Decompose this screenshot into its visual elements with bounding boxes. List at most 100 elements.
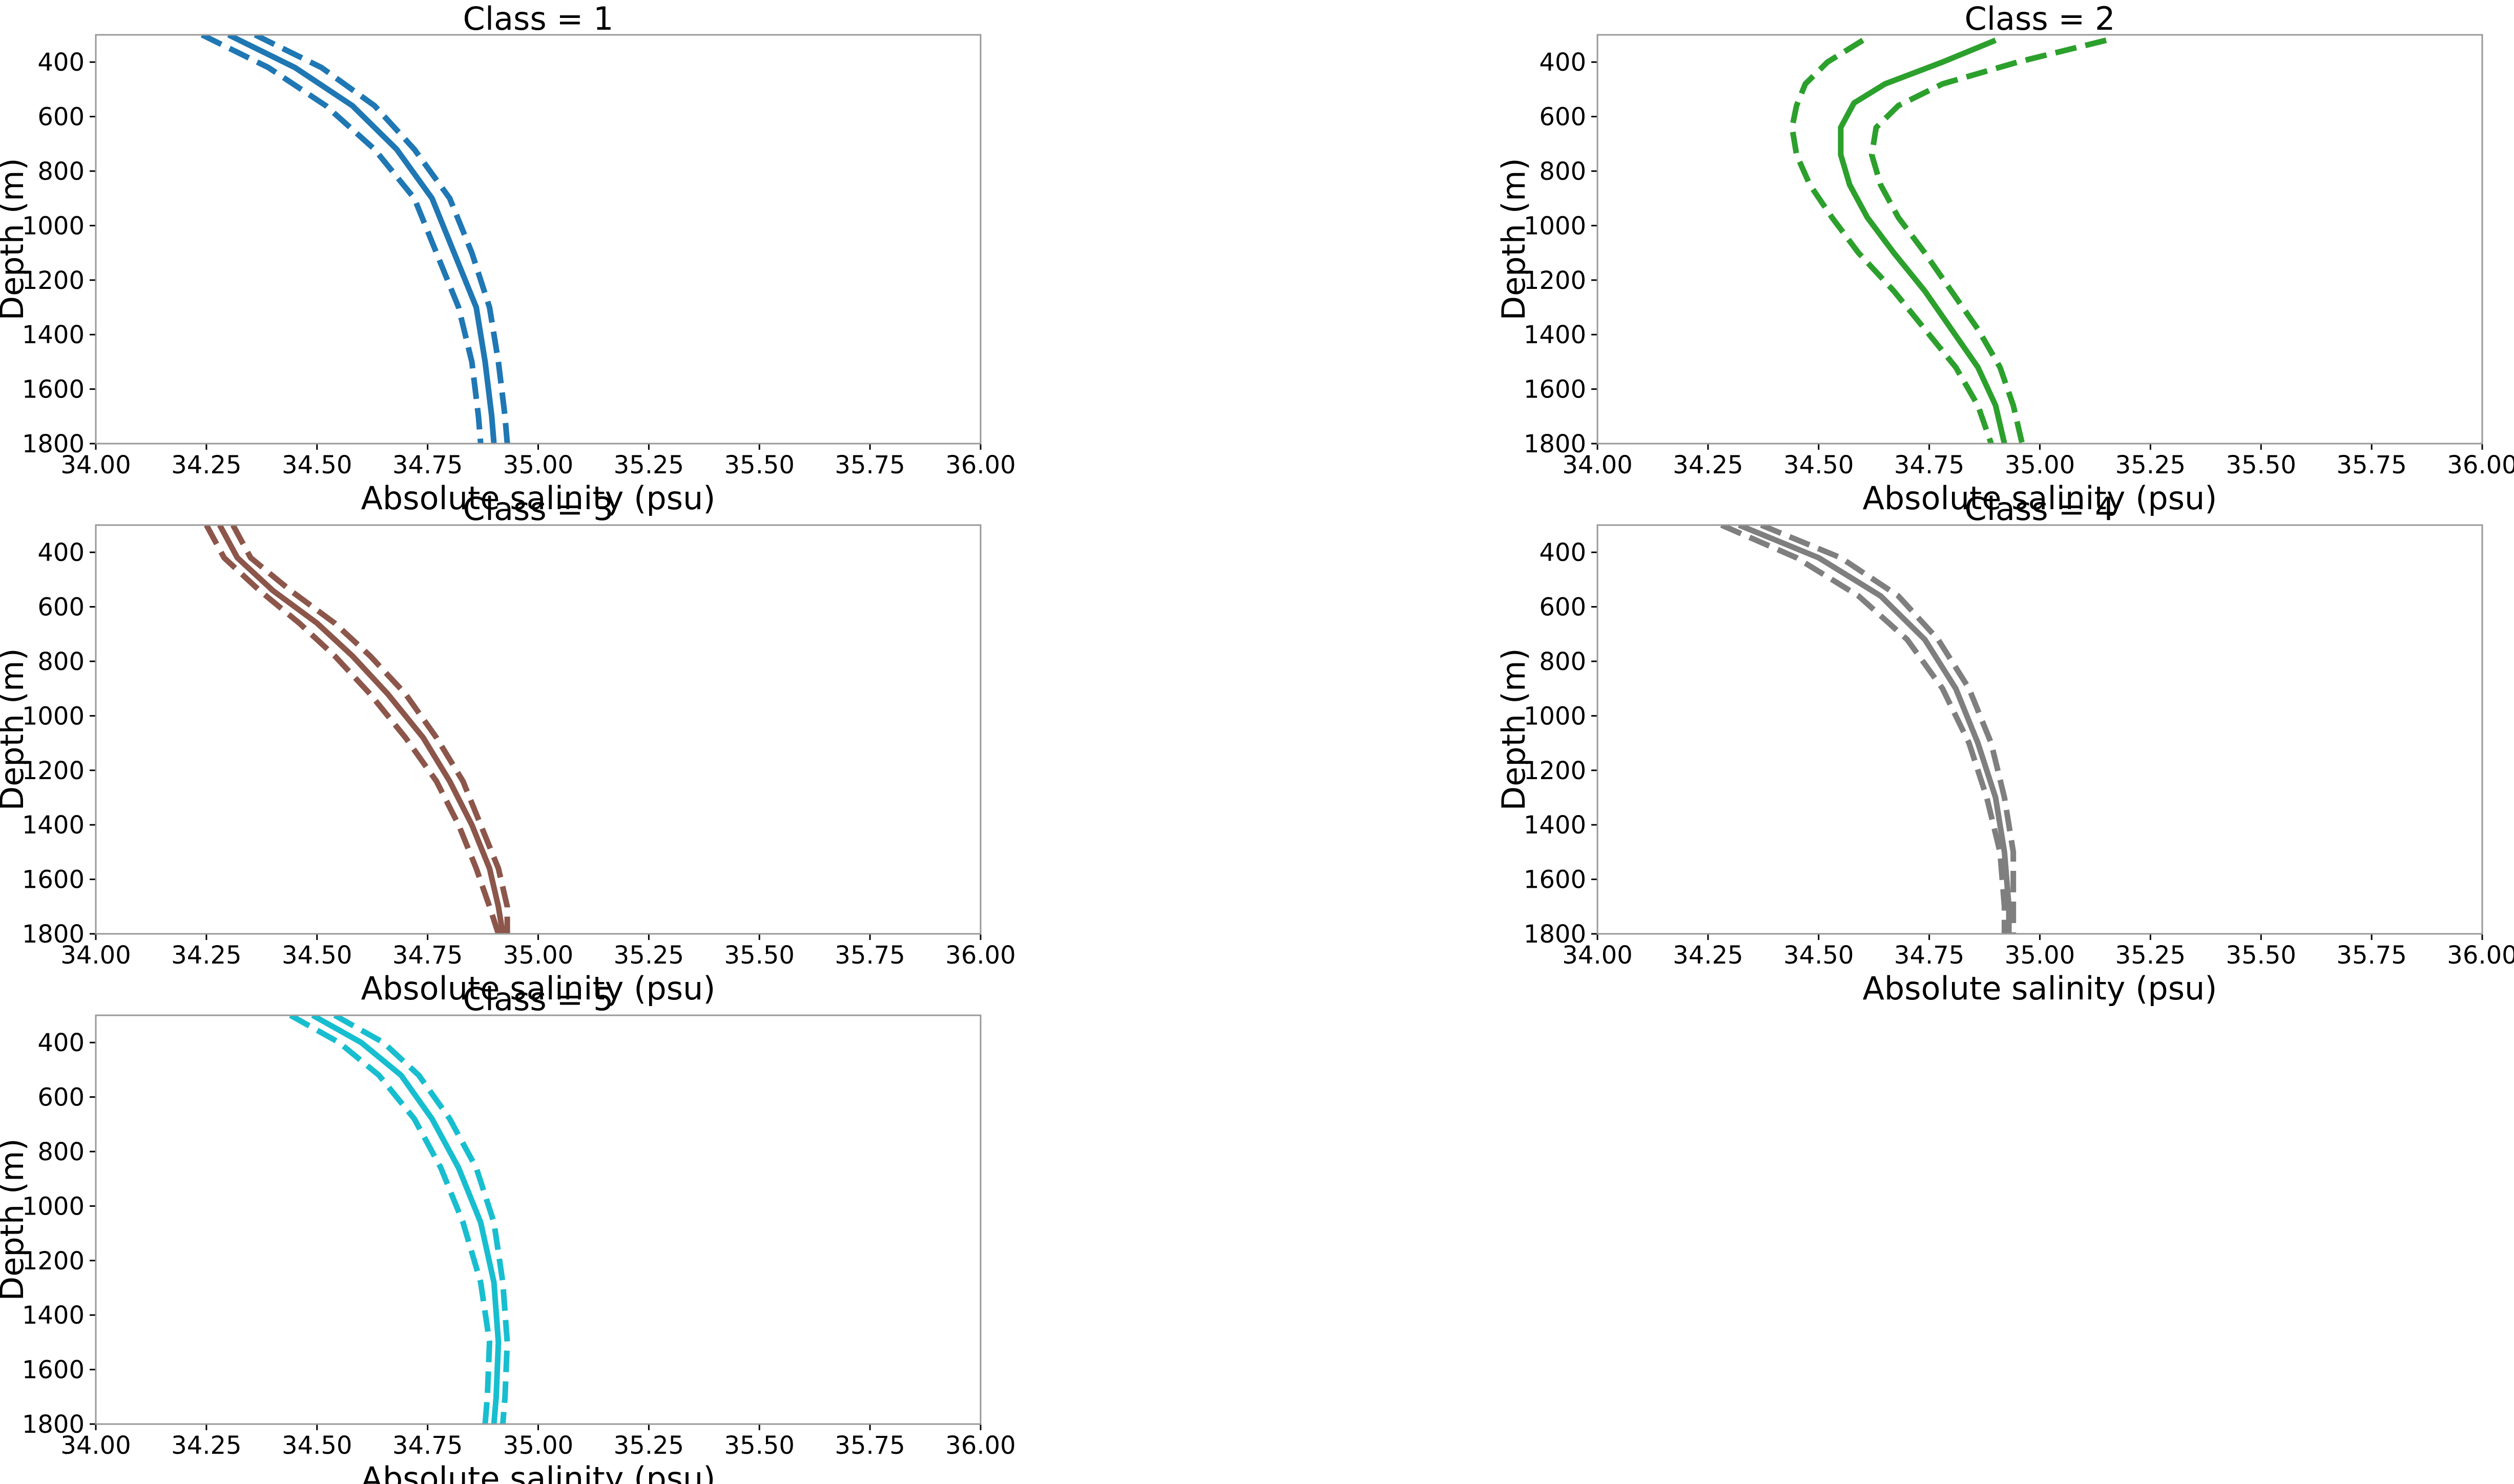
bound-profile-line: [1789, 37, 1994, 444]
y-tick-label: 1000: [22, 1192, 85, 1221]
y-axis-label: Depth (m): [0, 1138, 31, 1301]
bound-profile-line: [230, 525, 510, 934]
y-tick-label: 400: [1539, 538, 1586, 567]
y-tick-label: 1600: [22, 1356, 85, 1385]
x-tick-label: 35.50: [2226, 941, 2296, 970]
plot-frame: [95, 1014, 982, 1425]
x-tick-label: 34.50: [282, 941, 352, 970]
x-tick-label: 34.25: [1673, 451, 1743, 479]
y-tick-label: 800: [37, 157, 85, 186]
x-tick-label: 35.25: [614, 941, 684, 970]
bound-profile-line: [1868, 37, 2107, 444]
y-tick-label: 1400: [22, 1301, 85, 1330]
x-tick-label: 35.75: [835, 941, 905, 970]
y-tick-label: 400: [1539, 48, 1586, 77]
y-tick-label: 1200: [1524, 266, 1586, 295]
y-tick-label: 600: [37, 593, 85, 622]
bound-profile-line: [254, 35, 510, 444]
x-tick-label: 34.25: [171, 451, 241, 479]
y-tick-label: 1000: [1524, 212, 1586, 240]
y-tick-label: 1200: [22, 757, 85, 785]
y-tick-label: 1800: [22, 1410, 85, 1439]
panel-class-2: Class = 2 34.00 34.25 34.50 34.75 35.00 35.25 3…: [1495, 0, 2514, 517]
x-tick-label: 35.00: [503, 941, 573, 970]
x-tick-label: 34.75: [1894, 941, 1964, 970]
x-tick-label: 34.25: [171, 941, 241, 970]
panel-class-1: Class = 1 34.00 34.25 34.50 34.75 35.00 35.25 3…: [0, 0, 1016, 517]
x-tick-label: 34.50: [282, 451, 352, 479]
x-tick-label: 34.50: [1783, 451, 1854, 479]
y-tick-label: 1200: [22, 1247, 85, 1276]
y-tick-label: 1600: [22, 375, 85, 404]
x-tick-label: 34.00: [60, 1431, 131, 1460]
x-axis-label: Absolute salinity (psu): [361, 970, 716, 1007]
mean-profile-line: [311, 1015, 502, 1424]
y-tick-label: 800: [37, 647, 85, 676]
plot-frame: [95, 524, 982, 935]
x-tick-label: 35.75: [835, 451, 905, 479]
bound-profile-line: [1720, 525, 2007, 934]
y-tick-label: 1800: [1524, 430, 1586, 458]
x-tick-label: 35.00: [2005, 451, 2075, 479]
x-axis-label: Absolute salinity (psu): [361, 1460, 716, 1484]
y-tick-label: 1600: [1524, 375, 1586, 404]
bound-profile-line: [204, 525, 502, 934]
mean-profile-line: [217, 525, 506, 934]
panel-title: Class = 5: [463, 980, 614, 1018]
y-tick-label: 1000: [1524, 702, 1586, 730]
x-axis-label: Absolute salinity (psu): [1863, 479, 2217, 517]
y-tick-label: 1400: [22, 811, 85, 840]
x-tick-label: 35.50: [724, 451, 795, 479]
mean-profile-line: [1838, 37, 2007, 444]
x-tick-label: 34.00: [1562, 941, 1632, 970]
y-tick-label: 600: [37, 103, 85, 132]
bound-profile-line: [1760, 525, 2017, 934]
x-tick-label: 35.00: [503, 1431, 573, 1460]
x-tick-label: 34.75: [392, 451, 463, 479]
y-axis-label: Depth (m): [1495, 648, 1532, 810]
x-tick-label: 34.50: [282, 1431, 352, 1460]
y-tick-label: 1000: [22, 702, 85, 730]
y-tick-label: 1400: [1524, 811, 1586, 840]
y-tick-label: 1000: [22, 212, 85, 240]
plot-frame: [1596, 34, 2483, 445]
x-tick-label: 35.00: [2005, 941, 2075, 970]
x-tick-label: 35.25: [2115, 451, 2186, 479]
y-tick-label: 1600: [1524, 866, 1586, 894]
x-tick-label: 35.75: [2336, 941, 2406, 970]
x-tick-label: 34.00: [60, 451, 131, 479]
panel-class-5: Class = 5 34.00 34.25 34.50 34.75 35.00 35.25 3…: [0, 980, 1016, 1484]
x-tick-label: 35.00: [503, 451, 573, 479]
y-tick-label: 1800: [22, 430, 85, 458]
y-axis-label: Depth (m): [1495, 158, 1532, 320]
y-tick-label: 800: [1539, 647, 1586, 676]
plot-frame: [1596, 524, 2483, 935]
x-tick-label: 35.75: [2336, 451, 2406, 479]
x-tick-label: 36.00: [945, 941, 1015, 970]
bound-profile-line: [200, 35, 484, 444]
x-tick-label: 35.25: [614, 451, 684, 479]
x-tick-label: 36.00: [2447, 451, 2514, 479]
x-tick-label: 36.00: [945, 451, 1015, 479]
x-tick-label: 34.00: [1562, 451, 1632, 479]
panel-class-3: Class = 3 34.00 34.25 34.50 34.75 35.00 35.25 3…: [0, 490, 1016, 1007]
x-tick-label: 34.00: [60, 941, 131, 970]
bound-profile-line: [333, 1015, 510, 1424]
x-tick-label: 35.50: [724, 1431, 795, 1460]
panel-title: Class = 2: [1965, 0, 2115, 37]
y-tick-label: 400: [37, 538, 85, 567]
y-tick-label: 1400: [1524, 321, 1586, 349]
mean-profile-line: [1738, 525, 2012, 934]
x-tick-label: 35.50: [2226, 451, 2296, 479]
y-tick-label: 1400: [22, 321, 85, 349]
panel-title: Class = 4: [1965, 490, 2115, 528]
x-tick-label: 34.25: [171, 1431, 241, 1460]
y-tick-label: 600: [37, 1083, 85, 1112]
y-tick-label: 1800: [1524, 920, 1586, 949]
y-tick-label: 800: [37, 1138, 85, 1166]
y-axis-label: Depth (m): [0, 648, 31, 810]
mean-profile-line: [227, 35, 497, 444]
panel-class-4: Class = 4 34.00 34.25 34.50 34.75 35.00 35.25 3…: [1495, 490, 2514, 1007]
y-tick-label: 1200: [1524, 757, 1586, 785]
